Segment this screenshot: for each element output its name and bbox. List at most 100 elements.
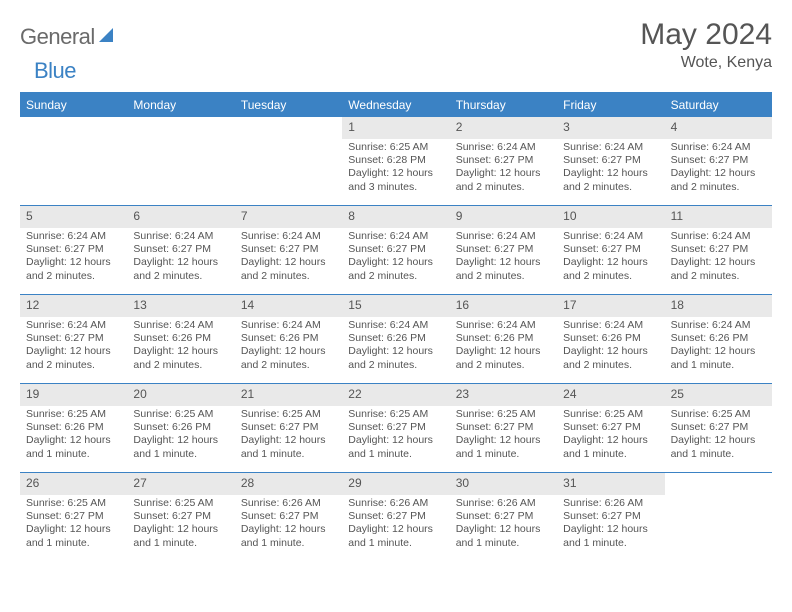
day-info: Sunrise: 6:26 AMSunset: 6:27 PMDaylight:… xyxy=(342,495,449,555)
day-number: 11 xyxy=(665,206,772,228)
day-info: Sunrise: 6:25 AMSunset: 6:26 PMDaylight:… xyxy=(20,406,127,466)
day-cell: 28Sunrise: 6:26 AMSunset: 6:27 PMDayligh… xyxy=(235,473,342,561)
day-cell: 27Sunrise: 6:25 AMSunset: 6:27 PMDayligh… xyxy=(127,473,234,561)
daylight-text: Daylight: 12 hours and 2 minutes. xyxy=(671,167,766,194)
day-cell: 11Sunrise: 6:24 AMSunset: 6:27 PMDayligh… xyxy=(665,206,772,294)
day-info: Sunrise: 6:25 AMSunset: 6:27 PMDaylight:… xyxy=(20,495,127,555)
day-info: Sunrise: 6:24 AMSunset: 6:27 PMDaylight:… xyxy=(557,228,664,288)
day-info: Sunrise: 6:25 AMSunset: 6:27 PMDaylight:… xyxy=(450,406,557,466)
day-cell: 26Sunrise: 6:25 AMSunset: 6:27 PMDayligh… xyxy=(20,473,127,561)
day-info: Sunrise: 6:25 AMSunset: 6:28 PMDaylight:… xyxy=(342,139,449,199)
sunrise-text: Sunrise: 6:25 AM xyxy=(26,408,121,421)
sunrise-text: Sunrise: 6:25 AM xyxy=(133,408,228,421)
sunrise-text: Sunrise: 6:26 AM xyxy=(348,497,443,510)
sunrise-text: Sunrise: 6:24 AM xyxy=(456,141,551,154)
sunrise-text: Sunrise: 6:25 AM xyxy=(133,497,228,510)
sunset-text: Sunset: 6:27 PM xyxy=(26,332,121,345)
day-number: 29 xyxy=(342,473,449,495)
day-cell: 6Sunrise: 6:24 AMSunset: 6:27 PMDaylight… xyxy=(127,206,234,294)
sunrise-text: Sunrise: 6:24 AM xyxy=(26,230,121,243)
sunrise-text: Sunrise: 6:24 AM xyxy=(241,319,336,332)
day-info: Sunrise: 6:24 AMSunset: 6:27 PMDaylight:… xyxy=(20,317,127,377)
day-cell: 21Sunrise: 6:25 AMSunset: 6:27 PMDayligh… xyxy=(235,384,342,472)
sunset-text: Sunset: 6:26 PM xyxy=(456,332,551,345)
sunset-text: Sunset: 6:26 PM xyxy=(563,332,658,345)
week-row: 26Sunrise: 6:25 AMSunset: 6:27 PMDayligh… xyxy=(20,472,772,561)
sunrise-text: Sunrise: 6:25 AM xyxy=(26,497,121,510)
day-number: 3 xyxy=(557,117,664,139)
day-cell: 18Sunrise: 6:24 AMSunset: 6:26 PMDayligh… xyxy=(665,295,772,383)
day-cell: 13Sunrise: 6:24 AMSunset: 6:26 PMDayligh… xyxy=(127,295,234,383)
day-cell: 25Sunrise: 6:25 AMSunset: 6:27 PMDayligh… xyxy=(665,384,772,472)
day-number: 4 xyxy=(665,117,772,139)
day-number: 12 xyxy=(20,295,127,317)
weekday-saturday: Saturday xyxy=(665,94,772,116)
sunset-text: Sunset: 6:27 PM xyxy=(26,510,121,523)
day-cell: 8Sunrise: 6:24 AMSunset: 6:27 PMDaylight… xyxy=(342,206,449,294)
daylight-text: Daylight: 12 hours and 2 minutes. xyxy=(348,256,443,283)
calendar-grid: Sunday Monday Tuesday Wednesday Thursday… xyxy=(20,92,772,561)
day-info: Sunrise: 6:25 AMSunset: 6:26 PMDaylight:… xyxy=(127,406,234,466)
day-number xyxy=(235,117,342,139)
sunset-text: Sunset: 6:27 PM xyxy=(671,243,766,256)
sunset-text: Sunset: 6:28 PM xyxy=(348,154,443,167)
title-block: May 2024 Wote, Kenya xyxy=(640,18,772,72)
day-number: 30 xyxy=(450,473,557,495)
day-cell: 17Sunrise: 6:24 AMSunset: 6:26 PMDayligh… xyxy=(557,295,664,383)
day-cell xyxy=(20,117,127,205)
day-number: 18 xyxy=(665,295,772,317)
day-info: Sunrise: 6:24 AMSunset: 6:26 PMDaylight:… xyxy=(557,317,664,377)
day-cell: 9Sunrise: 6:24 AMSunset: 6:27 PMDaylight… xyxy=(450,206,557,294)
sunset-text: Sunset: 6:26 PM xyxy=(26,421,121,434)
weekday-sunday: Sunday xyxy=(20,94,127,116)
month-title: May 2024 xyxy=(640,18,772,52)
weeks-container: 1Sunrise: 6:25 AMSunset: 6:28 PMDaylight… xyxy=(20,116,772,561)
day-number xyxy=(665,473,772,495)
sunrise-text: Sunrise: 6:24 AM xyxy=(456,230,551,243)
sunset-text: Sunset: 6:26 PM xyxy=(348,332,443,345)
sunrise-text: Sunrise: 6:24 AM xyxy=(133,230,228,243)
day-info: Sunrise: 6:24 AMSunset: 6:26 PMDaylight:… xyxy=(127,317,234,377)
day-cell xyxy=(665,473,772,561)
sunrise-text: Sunrise: 6:25 AM xyxy=(348,408,443,421)
day-number: 25 xyxy=(665,384,772,406)
sunset-text: Sunset: 6:27 PM xyxy=(26,243,121,256)
sail-icon xyxy=(99,28,117,49)
day-cell xyxy=(127,117,234,205)
sunrise-text: Sunrise: 6:24 AM xyxy=(671,141,766,154)
day-info: Sunrise: 6:24 AMSunset: 6:27 PMDaylight:… xyxy=(450,228,557,288)
sunrise-text: Sunrise: 6:25 AM xyxy=(241,408,336,421)
day-info: Sunrise: 6:25 AMSunset: 6:27 PMDaylight:… xyxy=(127,495,234,555)
day-info: Sunrise: 6:25 AMSunset: 6:27 PMDaylight:… xyxy=(557,406,664,466)
day-number: 8 xyxy=(342,206,449,228)
daylight-text: Daylight: 12 hours and 2 minutes. xyxy=(456,167,551,194)
day-cell: 19Sunrise: 6:25 AMSunset: 6:26 PMDayligh… xyxy=(20,384,127,472)
day-cell: 2Sunrise: 6:24 AMSunset: 6:27 PMDaylight… xyxy=(450,117,557,205)
day-info: Sunrise: 6:24 AMSunset: 6:26 PMDaylight:… xyxy=(450,317,557,377)
day-number: 23 xyxy=(450,384,557,406)
weekday-monday: Monday xyxy=(127,94,234,116)
sunset-text: Sunset: 6:27 PM xyxy=(241,510,336,523)
day-number: 16 xyxy=(450,295,557,317)
daylight-text: Daylight: 12 hours and 1 minute. xyxy=(563,434,658,461)
day-cell: 5Sunrise: 6:24 AMSunset: 6:27 PMDaylight… xyxy=(20,206,127,294)
day-info: Sunrise: 6:24 AMSunset: 6:27 PMDaylight:… xyxy=(450,139,557,199)
sunrise-text: Sunrise: 6:24 AM xyxy=(671,319,766,332)
sunset-text: Sunset: 6:27 PM xyxy=(563,510,658,523)
sunset-text: Sunset: 6:27 PM xyxy=(456,243,551,256)
weekday-tuesday: Tuesday xyxy=(235,94,342,116)
day-number: 10 xyxy=(557,206,664,228)
sunrise-text: Sunrise: 6:25 AM xyxy=(348,141,443,154)
day-number: 26 xyxy=(20,473,127,495)
day-number: 6 xyxy=(127,206,234,228)
day-cell: 20Sunrise: 6:25 AMSunset: 6:26 PMDayligh… xyxy=(127,384,234,472)
sunset-text: Sunset: 6:27 PM xyxy=(133,510,228,523)
day-number: 28 xyxy=(235,473,342,495)
day-number: 20 xyxy=(127,384,234,406)
daylight-text: Daylight: 12 hours and 1 minute. xyxy=(671,345,766,372)
day-number: 22 xyxy=(342,384,449,406)
day-number: 27 xyxy=(127,473,234,495)
daylight-text: Daylight: 12 hours and 2 minutes. xyxy=(26,256,121,283)
sunrise-text: Sunrise: 6:24 AM xyxy=(563,230,658,243)
sunrise-text: Sunrise: 6:24 AM xyxy=(563,319,658,332)
